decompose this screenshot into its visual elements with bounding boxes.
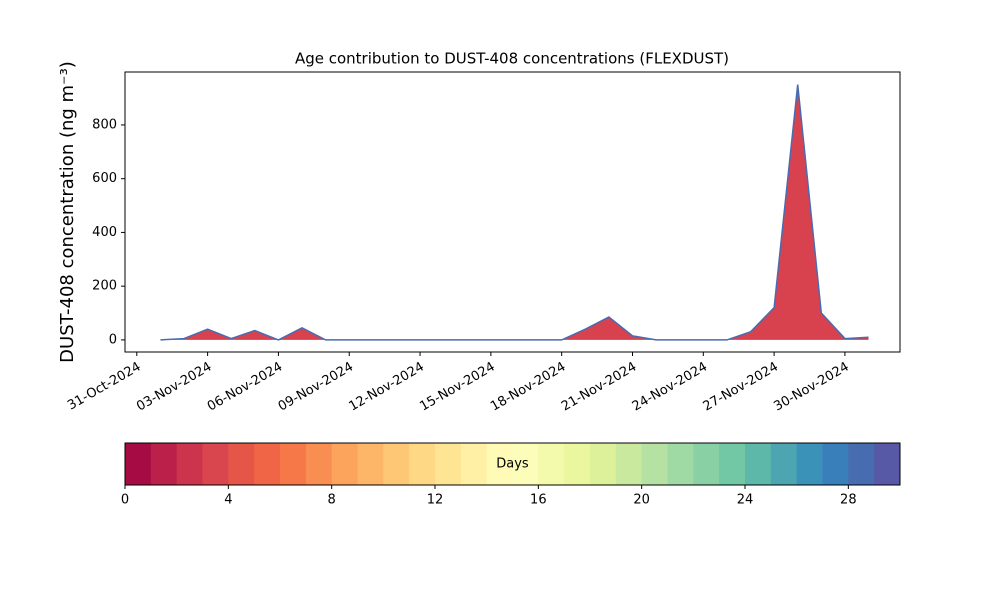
colorbar-segment bbox=[693, 443, 720, 485]
y-tick-label: 400 bbox=[92, 225, 117, 240]
colorbar-segment bbox=[150, 443, 178, 485]
colorbar-segment bbox=[202, 443, 229, 485]
colorbar-segment bbox=[460, 443, 488, 485]
x-tick-label: 06-Nov-2024 bbox=[205, 360, 285, 415]
colorbar-frame bbox=[124, 442, 901, 486]
colorbar-segment bbox=[228, 443, 255, 485]
colorbar-segment bbox=[641, 443, 668, 485]
colorbar-tick-label: 24 bbox=[737, 493, 754, 508]
x-tick-label: 18-Nov-2024 bbox=[488, 360, 568, 415]
colorbar-tick-label: 16 bbox=[530, 493, 547, 508]
y-tick-label: 600 bbox=[92, 171, 117, 186]
colorbar-segment bbox=[512, 443, 539, 485]
y-tick-label: 200 bbox=[92, 279, 117, 294]
colorbar-segment bbox=[719, 443, 746, 485]
colorbar-segment bbox=[848, 443, 875, 485]
x-tick-label: 15-Nov-2024 bbox=[417, 360, 497, 415]
x-tick-label: 21-Nov-2024 bbox=[559, 360, 639, 415]
colorbar-segment bbox=[409, 443, 436, 485]
colorbar-segment bbox=[254, 443, 281, 485]
colorbar-segment bbox=[357, 443, 384, 485]
colorbar-segment bbox=[305, 443, 333, 485]
colorbar-segment bbox=[874, 443, 901, 485]
colorbar-segment bbox=[383, 443, 410, 485]
colorbar-segment bbox=[822, 443, 849, 485]
area-outline bbox=[160, 84, 869, 341]
plot-frame bbox=[124, 71, 901, 353]
x-tick-label: 30-Nov-2024 bbox=[771, 360, 851, 415]
colorbar-segment bbox=[745, 443, 772, 485]
x-tick-label: 24-Nov-2024 bbox=[630, 360, 710, 415]
colorbar-segment bbox=[667, 443, 694, 485]
colorbar-tick-label: 28 bbox=[840, 493, 857, 508]
colorbar-segment bbox=[538, 443, 565, 485]
colorbar-tick-label: 20 bbox=[633, 493, 650, 508]
colorbar-segment bbox=[125, 443, 152, 485]
colorbar-tick-label: 4 bbox=[224, 493, 232, 508]
chart-title: Age contribution to DUST-408 concentrati… bbox=[295, 50, 729, 68]
colorbar-segment bbox=[435, 443, 462, 485]
colorbar-segment bbox=[770, 443, 798, 485]
x-tick-label: 12-Nov-2024 bbox=[347, 360, 427, 415]
colorbar-segment bbox=[176, 443, 203, 485]
colorbar-segment bbox=[590, 443, 617, 485]
colorbar-segment bbox=[486, 443, 513, 485]
x-tick-label: 31-Oct-2024 bbox=[65, 360, 143, 414]
colorbar-label: Days bbox=[496, 457, 529, 472]
colorbar-segment bbox=[796, 443, 823, 485]
y-tick-label: 800 bbox=[92, 117, 117, 132]
colorbar-tick-label: 0 bbox=[121, 493, 129, 508]
colorbar-segment bbox=[615, 443, 643, 485]
colorbar-segment bbox=[280, 443, 307, 485]
y-tick-label: 0 bbox=[109, 332, 117, 347]
area bbox=[160, 84, 869, 340]
colorbar-segment bbox=[331, 443, 358, 485]
y-axis-label: DUST-408 concentration (ng m⁻³) bbox=[57, 61, 78, 363]
colorbar-tick-label: 8 bbox=[328, 493, 336, 508]
colorbar-tick-label: 12 bbox=[427, 493, 444, 508]
colorbar-segment bbox=[564, 443, 591, 485]
x-tick-label: 09-Nov-2024 bbox=[276, 360, 356, 415]
x-tick-label: 03-Nov-2024 bbox=[134, 360, 214, 415]
x-tick-label: 27-Nov-2024 bbox=[701, 360, 781, 415]
